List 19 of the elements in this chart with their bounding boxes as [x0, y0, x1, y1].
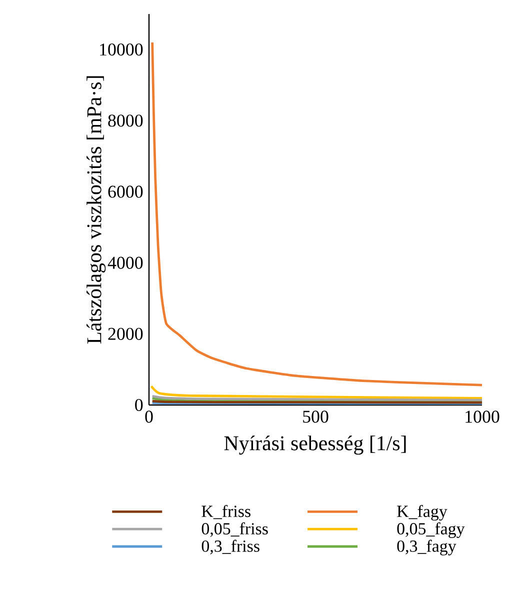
legend-label: 0,05_friss — [202, 522, 268, 537]
x-tick-label: 1000 — [466, 410, 500, 423]
y-tick-label: 0 — [135, 398, 143, 412]
y-tick-label: 2000 — [108, 328, 143, 340]
legend-label: 0,05_fagy — [397, 522, 465, 538]
legend-label: 0,3_fagy — [397, 540, 456, 556]
y-tick-label: 10000 — [100, 43, 143, 56]
line-series — [150, 384, 484, 400]
y-tick-label: 6000 — [108, 186, 143, 198]
y-tick-label: 4000 — [108, 256, 143, 269]
x-tick-label: 0 — [145, 410, 153, 423]
x-tick-label: 500 — [303, 410, 328, 423]
y-axis-title: Látszólagos viszkozitás [mPa·s] — [86, 76, 106, 344]
legend-label: K_friss — [202, 504, 250, 520]
legend-label: K_fagy — [397, 504, 448, 521]
legend-label: 0,3_friss — [202, 540, 260, 554]
y-tick-label: 8000 — [108, 114, 143, 127]
x-axis-title: Nyírási sebesség [1/s] — [224, 436, 406, 455]
line-series — [151, 41, 484, 386]
